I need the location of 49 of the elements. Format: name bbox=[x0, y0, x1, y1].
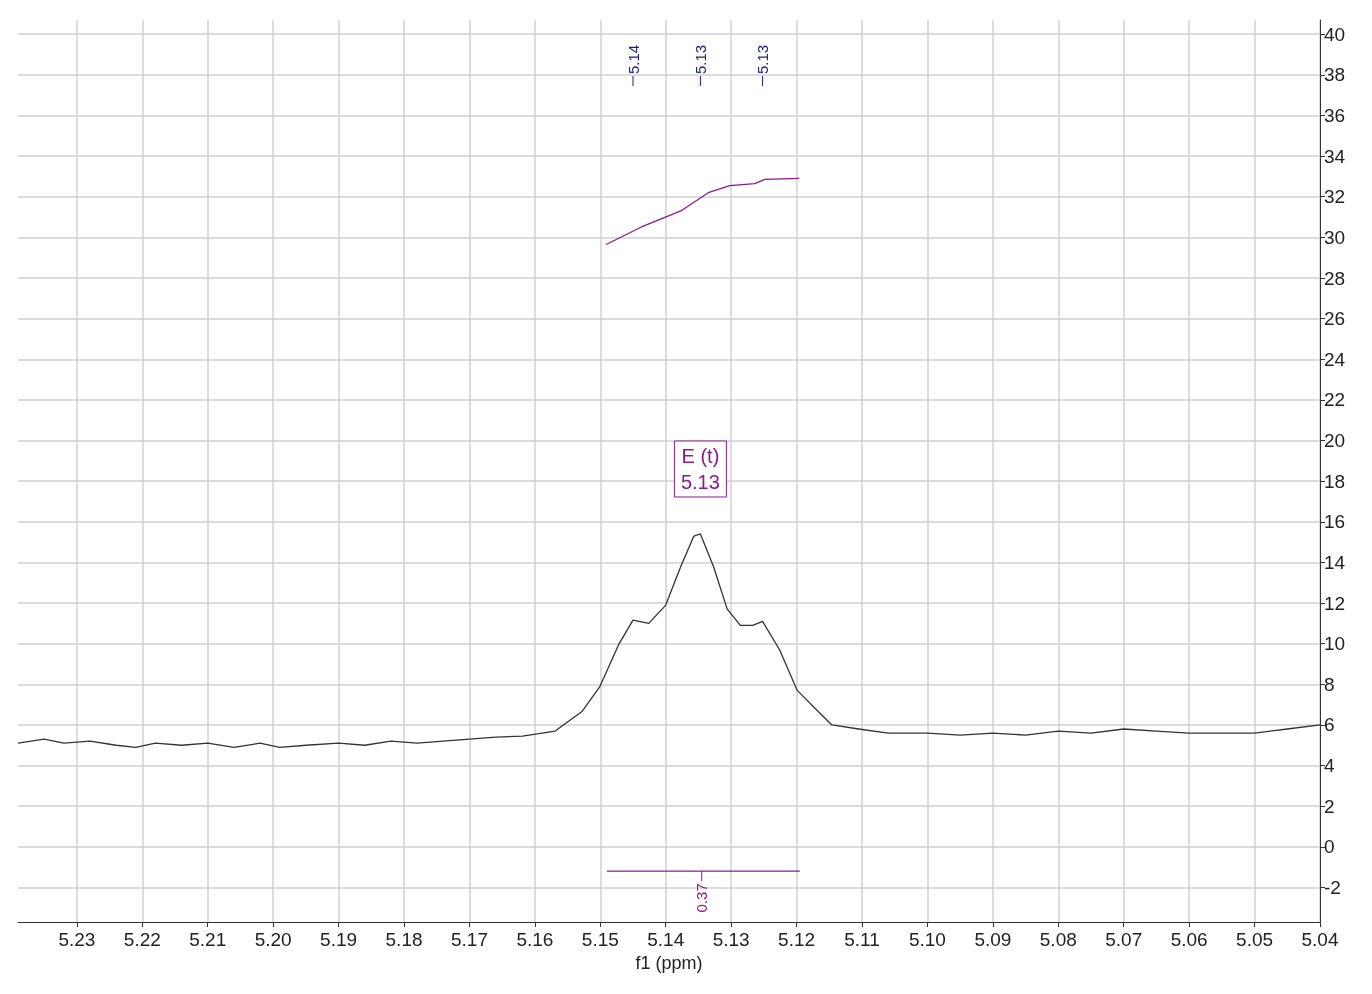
x-tick-label: 5.14 bbox=[647, 929, 685, 950]
x-tick-label: 5.05 bbox=[1236, 929, 1274, 950]
y-tick-label: 34 bbox=[1324, 145, 1346, 167]
y-tick-label: 36 bbox=[1324, 104, 1346, 126]
x-tick-label: 5.23 bbox=[58, 929, 96, 950]
x-tick-label: 5.09 bbox=[974, 929, 1012, 950]
x-tick-label: 5.10 bbox=[908, 929, 946, 950]
x-tick-label: 5.07 bbox=[1105, 929, 1143, 950]
x-tick-label: 5.21 bbox=[189, 929, 227, 950]
x-tick-label: 5.11 bbox=[844, 929, 880, 950]
annotation: E (t) bbox=[681, 444, 720, 467]
y-tick-label: 30 bbox=[1324, 226, 1346, 248]
y-tick-label: -2 bbox=[1324, 876, 1341, 898]
x-tick-label: 5.06 bbox=[1170, 929, 1208, 950]
y-tick-label: 12 bbox=[1324, 592, 1346, 614]
y-tick-label: 4 bbox=[1324, 755, 1335, 777]
annotation: 0.37 bbox=[693, 883, 711, 913]
y-tick-label: 14 bbox=[1324, 551, 1346, 573]
y-tick-label: 28 bbox=[1324, 267, 1346, 289]
y-tick-label: 0 bbox=[1324, 836, 1335, 858]
y-tick-label: 10 bbox=[1324, 633, 1346, 655]
y-tick-label: 26 bbox=[1324, 308, 1346, 330]
y-tick-label: 6 bbox=[1324, 714, 1335, 736]
x-tick-label: 5.20 bbox=[254, 929, 292, 950]
x-tick-label: 5.12 bbox=[778, 929, 816, 950]
x-tick-label: 5.08 bbox=[1039, 929, 1077, 950]
x-tick-label: 5.17 bbox=[450, 929, 488, 950]
y-tick-label: 38 bbox=[1324, 64, 1346, 86]
x-tick-label: 5.22 bbox=[123, 929, 161, 950]
x-axis-title: f1 (ppm) bbox=[635, 952, 703, 973]
x-tick-label: 5.04 bbox=[1301, 929, 1339, 950]
x-tick-label: 5.18 bbox=[385, 929, 423, 950]
y-tick-label: 24 bbox=[1324, 348, 1346, 370]
y-tick-label: 20 bbox=[1324, 430, 1346, 452]
y-tick-label: 18 bbox=[1324, 470, 1346, 492]
annotation: 5.13 bbox=[680, 470, 720, 493]
y-tick-label: 32 bbox=[1324, 186, 1346, 208]
y-tick-label: 8 bbox=[1324, 673, 1335, 695]
x-tick-label: 5.13 bbox=[712, 929, 750, 950]
y-tick-label: 2 bbox=[1324, 795, 1335, 817]
annotation: 5.14 bbox=[624, 44, 642, 74]
y-tick-label: 16 bbox=[1324, 511, 1346, 533]
x-tick-label: 5.19 bbox=[320, 929, 358, 950]
x-tick-label: 5.16 bbox=[516, 929, 554, 950]
y-tick-label: 22 bbox=[1324, 389, 1346, 411]
annotation: 5.13 bbox=[691, 44, 709, 74]
x-tick-label: 5.15 bbox=[581, 929, 619, 950]
y-tick-label: 40 bbox=[1324, 23, 1346, 45]
annotation: 5.13 bbox=[754, 44, 772, 74]
